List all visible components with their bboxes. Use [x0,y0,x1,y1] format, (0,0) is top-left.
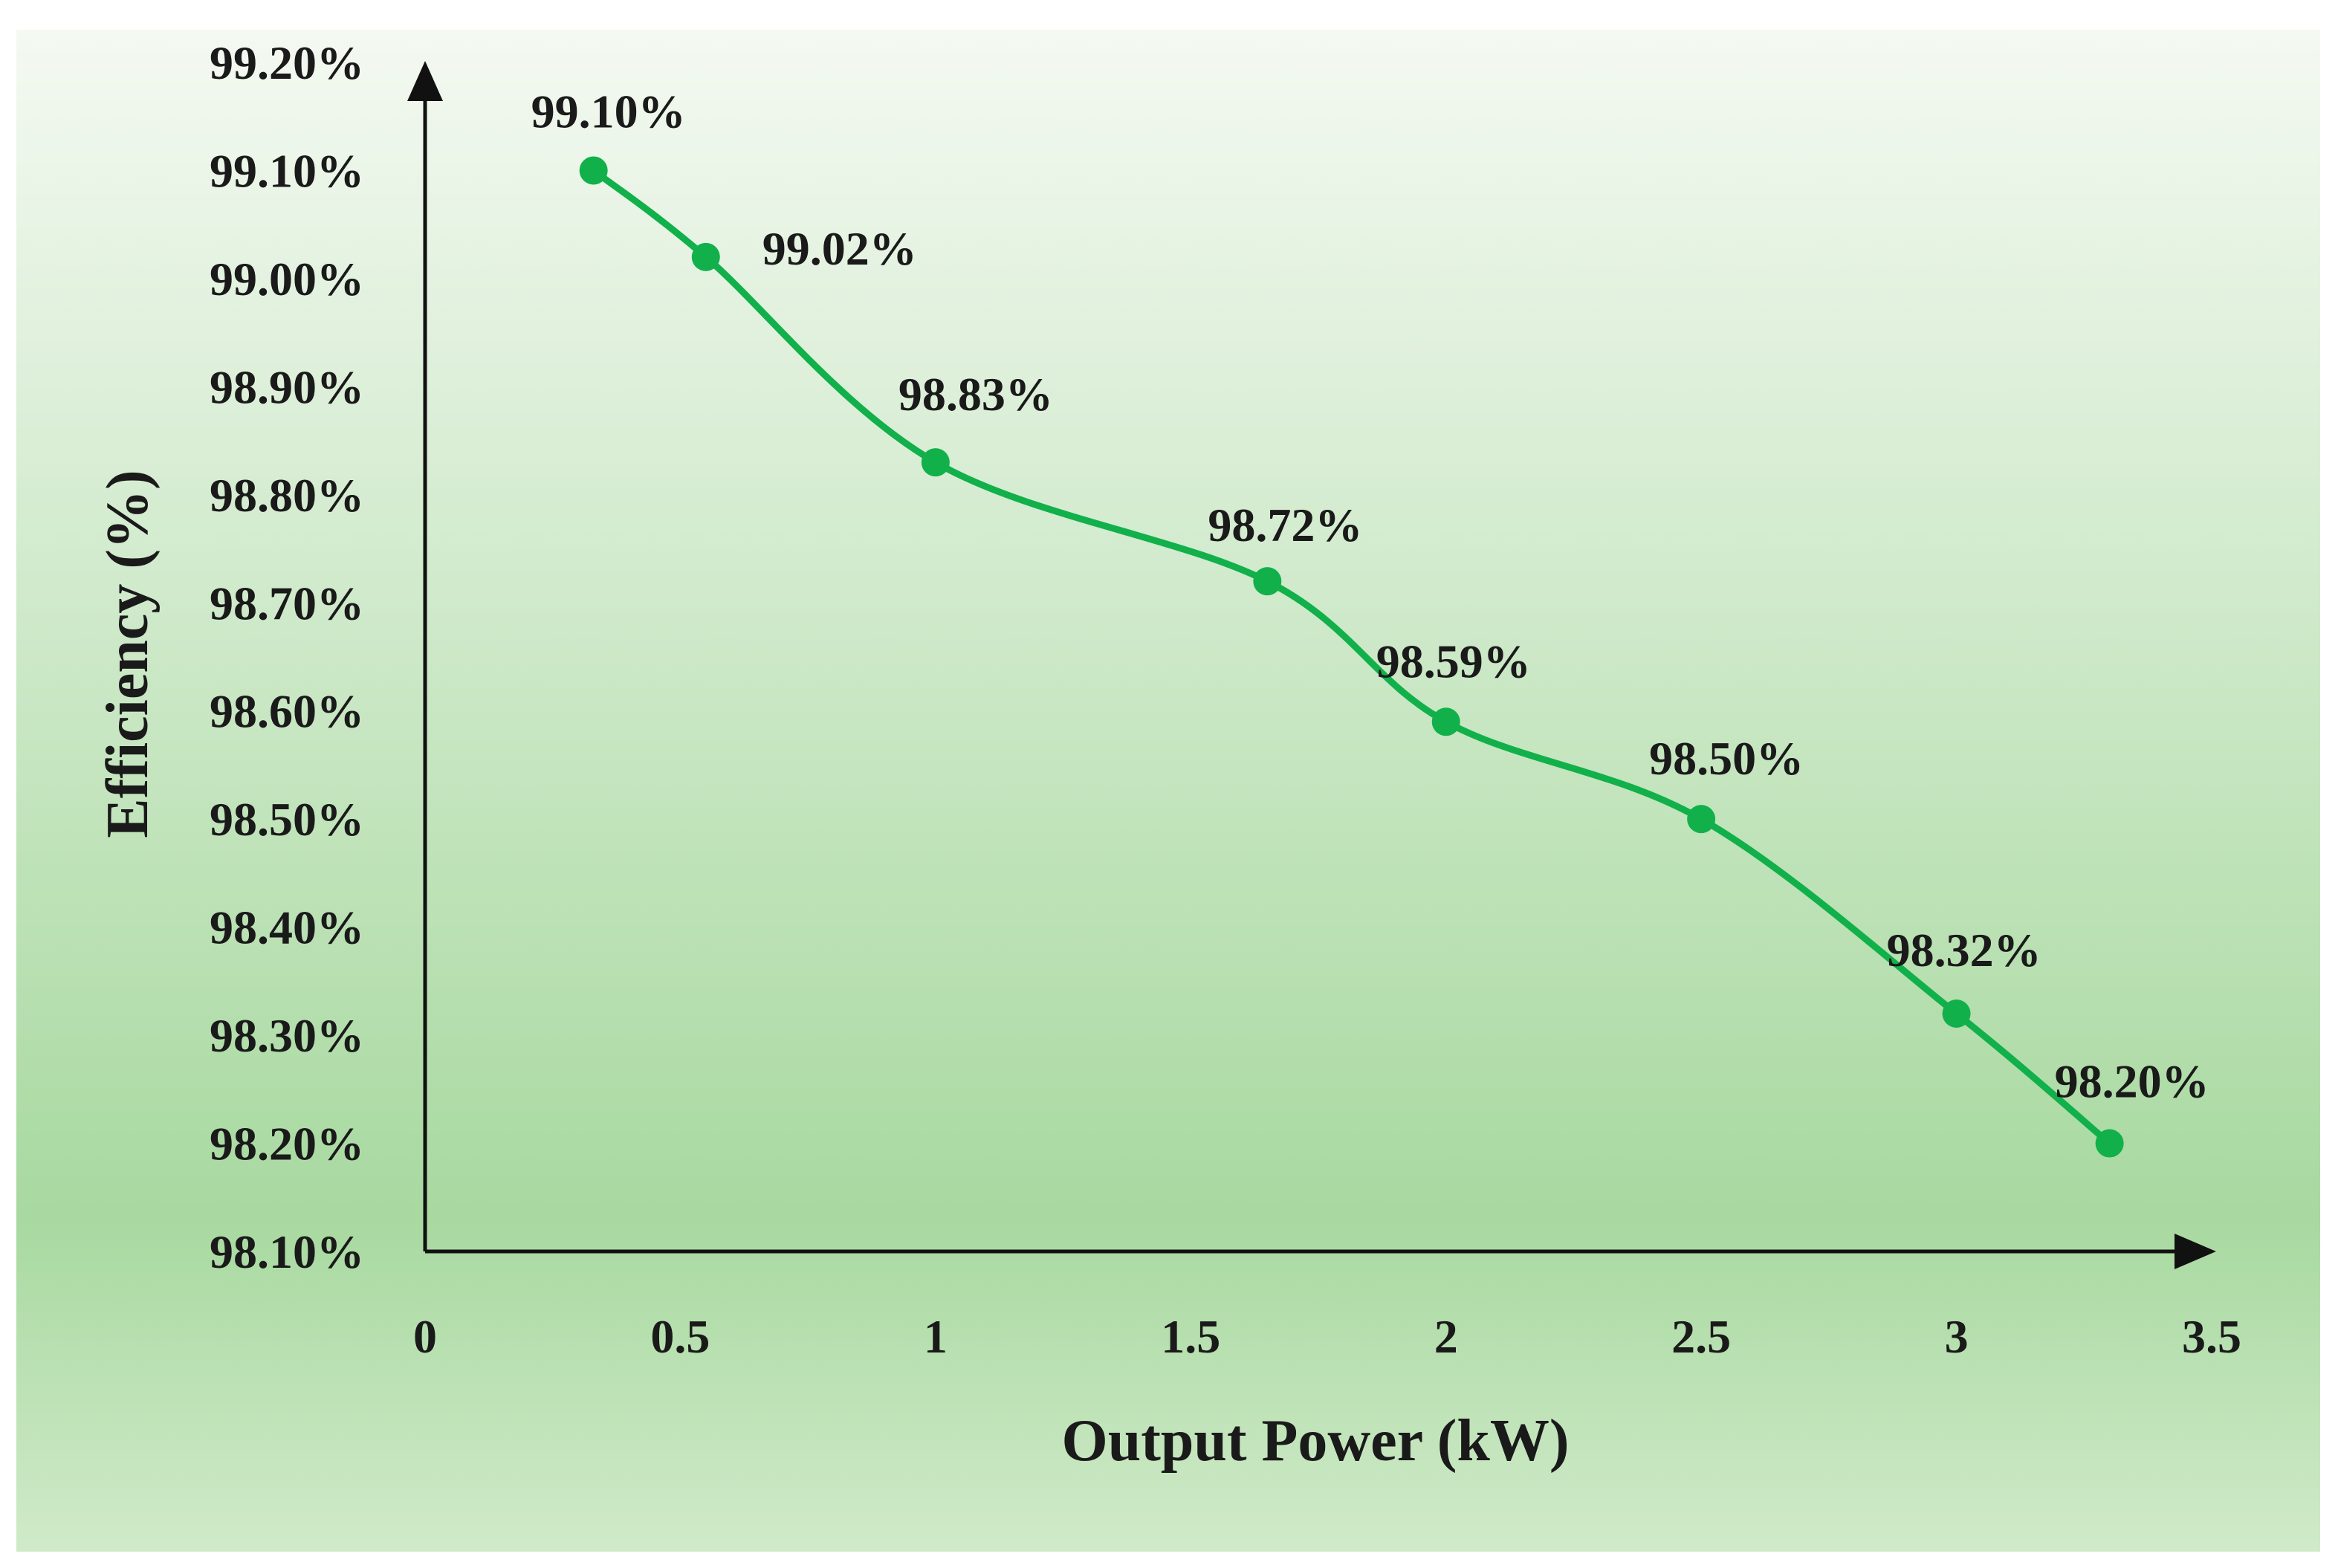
y-tick-label: 98.30% [210,1009,364,1062]
data-point [1687,805,1716,834]
data-point [691,242,720,271]
plot-background [16,30,2320,1552]
x-tick-label: 1 [924,1310,948,1363]
x-tick-label: 0 [413,1310,437,1363]
x-tick-label: 1.5 [1161,1310,1220,1363]
x-axis-arrowhead [2175,1234,2216,1269]
y-tick-label: 98.40% [210,901,364,954]
y-tick-label: 98.60% [210,685,364,738]
data-point [1431,707,1460,736]
efficiency-series-line [590,166,2114,1147]
data-point [1942,1000,1971,1028]
data-point [2095,1129,2124,1158]
y-axis-title: Efficiency (%) [95,470,161,838]
x-axis-title: Output Power (kW) [1062,1408,1570,1474]
x-tick-label: 0.5 [650,1310,710,1363]
y-tick-label: 98.20% [210,1118,364,1170]
data-point-label: 98.20% [2055,1055,2209,1108]
data-point-label: 98.72% [1208,499,1362,551]
data-point [921,448,950,477]
data-point [579,156,608,185]
y-axis-arrowhead [407,61,443,101]
data-point-label: 98.32% [1887,924,2041,976]
data-point-label: 99.10% [531,85,686,137]
y-tick-label: 99.10% [210,144,364,197]
data-point-label: 98.59% [1376,635,1531,687]
y-tick-label: 98.50% [210,793,364,846]
y-tick-label: 98.90% [210,360,364,413]
data-point-label: 99.02% [762,222,917,275]
x-tick-label: 2 [1434,1310,1458,1363]
y-tick-label: 99.20% [210,36,364,89]
y-tick-label: 98.70% [210,577,364,629]
data-point-label: 98.83% [898,368,1053,421]
y-tick-label: 98.80% [210,469,364,522]
data-point [1253,567,1282,596]
x-tick-label: 3 [1945,1310,1969,1363]
y-tick-label: 99.00% [210,253,364,305]
y-tick-label: 98.10% [210,1225,364,1278]
data-point-label: 98.50% [1649,732,1804,785]
x-tick-label: 2.5 [1671,1310,1731,1363]
x-tick-label: 3.5 [2182,1310,2241,1363]
